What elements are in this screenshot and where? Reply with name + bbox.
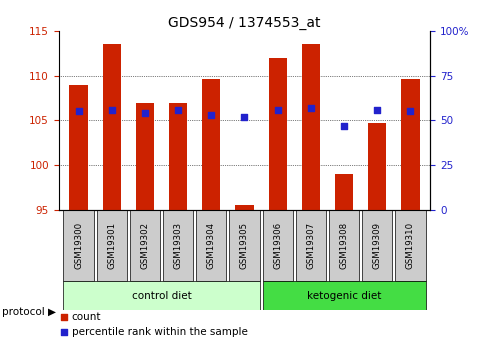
Title: GDS954 / 1374553_at: GDS954 / 1374553_at [168, 16, 320, 30]
Point [60, 314, 68, 319]
Bar [262, 281, 425, 310]
Bar [229, 210, 259, 281]
Bar [301, 43, 319, 210]
Text: GSM19305: GSM19305 [240, 222, 248, 269]
Bar [362, 210, 391, 281]
Text: GSM19306: GSM19306 [273, 222, 282, 269]
Bar [262, 210, 292, 281]
Text: GSM19302: GSM19302 [140, 222, 149, 269]
Bar [268, 58, 286, 210]
Point [141, 110, 148, 116]
Text: GSM19300: GSM19300 [74, 222, 83, 269]
Text: ketogenic diet: ketogenic diet [306, 291, 381, 301]
Point [406, 109, 413, 114]
Text: percentile rank within the sample: percentile rank within the sample [72, 327, 247, 337]
Point [240, 114, 248, 120]
Bar [334, 174, 352, 210]
Point [174, 107, 182, 112]
Text: control diet: control diet [131, 291, 191, 301]
Text: GSM19304: GSM19304 [206, 222, 215, 269]
Bar [130, 210, 160, 281]
Bar [102, 43, 121, 210]
Bar [63, 281, 259, 310]
Text: count: count [72, 312, 101, 322]
Bar [202, 79, 220, 210]
Point [340, 123, 347, 129]
Point [75, 109, 82, 114]
Text: GSM19309: GSM19309 [372, 222, 381, 269]
Bar [401, 79, 419, 210]
Text: GSM19308: GSM19308 [339, 222, 348, 269]
Bar [394, 210, 425, 281]
Point [306, 105, 314, 111]
Text: protocol ▶: protocol ▶ [2, 307, 56, 317]
Bar [295, 210, 325, 281]
Bar [163, 210, 193, 281]
Text: GSM19301: GSM19301 [107, 222, 116, 269]
Point [60, 329, 68, 335]
Bar [196, 210, 226, 281]
Text: GSM19303: GSM19303 [173, 222, 182, 269]
Bar [69, 85, 87, 210]
Bar [328, 210, 358, 281]
Bar [136, 102, 154, 210]
Bar [367, 123, 386, 210]
Text: GSM19310: GSM19310 [405, 222, 414, 269]
Point [372, 107, 380, 112]
Point [108, 107, 116, 112]
Text: GSM19307: GSM19307 [306, 222, 315, 269]
Point [207, 112, 215, 118]
Point [273, 107, 281, 112]
Bar [63, 210, 94, 281]
Bar [97, 210, 126, 281]
Bar [235, 205, 253, 210]
Bar [169, 102, 187, 210]
